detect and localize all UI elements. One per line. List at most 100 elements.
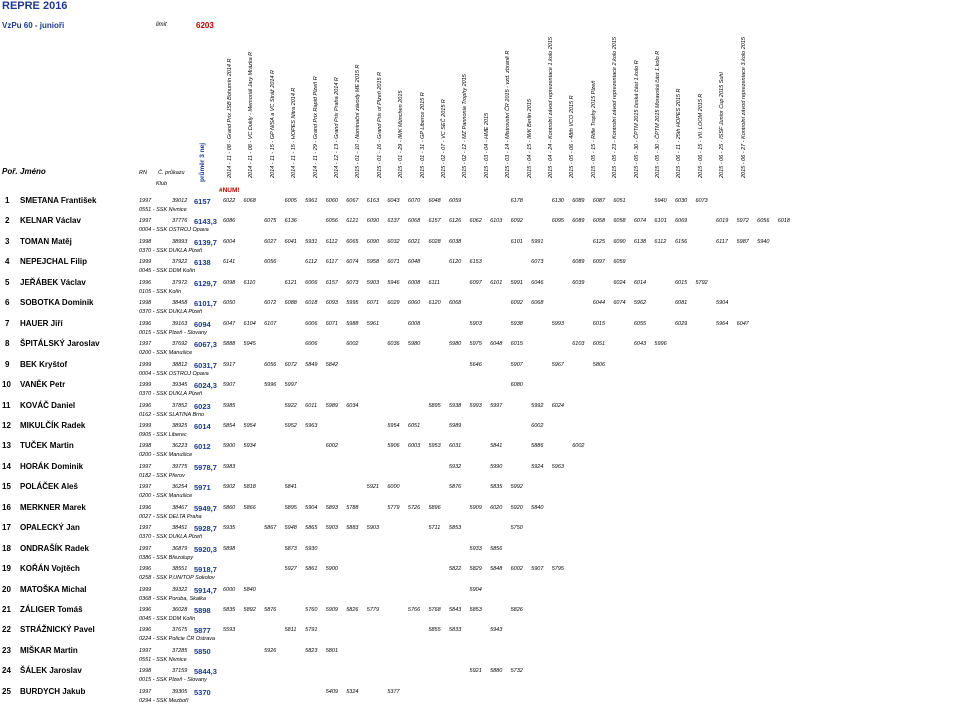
score-cell: 5985	[223, 402, 236, 409]
score-cell: 5996	[654, 341, 667, 348]
score-cell: 6006	[305, 279, 318, 286]
score-cell: 6003	[407, 443, 421, 450]
athlete-club: 0027 - SSK DELTA Praha	[139, 513, 202, 520]
competition-header: 2015 - 05 - 30 - ČPTM 2015 česká část 1.…	[633, 60, 640, 178]
score-cell: 5880	[490, 668, 503, 675]
score-cell: 5962	[633, 300, 647, 307]
athlete-club: 0224 - SSK Policie ČR Ostrava	[139, 636, 216, 643]
competition-header: 2015 - 04 - 15 - IWK Berlin 2015	[526, 99, 533, 178]
athlete-average: 5920,3	[194, 544, 217, 554]
score-cell: 5940	[757, 238, 770, 245]
score-cell: 6101	[654, 218, 667, 225]
score-cell: 6046	[531, 279, 544, 286]
score-cell: 6071	[387, 259, 400, 266]
score-cell: 6080	[510, 382, 523, 389]
score-cell: 5997	[284, 382, 297, 389]
score-cell: 6090	[366, 238, 380, 245]
athlete-average: 6024,3	[194, 381, 217, 391]
athlete-rank: 9	[5, 359, 10, 369]
header-position: Poř.	[2, 167, 18, 176]
athlete-rank: 18	[2, 543, 11, 553]
score-cell: 5833	[448, 627, 462, 634]
athlete-average: 5928,7	[194, 524, 217, 534]
score-cell: 5593	[223, 627, 236, 634]
score-cell: 6141	[223, 259, 236, 266]
athlete-year: 1999	[139, 259, 152, 266]
score-cell: 5921	[469, 668, 482, 675]
athlete-club: 0370 - SSK DUKLA Plzeň	[139, 391, 203, 398]
score-cell: 5866	[243, 504, 256, 511]
athlete-year: 1997	[139, 198, 152, 204]
score-cell: 6032	[387, 238, 400, 245]
athlete-license: 39163	[172, 320, 188, 327]
score-cell: 6059	[448, 198, 462, 204]
score-cell: 6051	[613, 198, 626, 204]
athlete-name: MIKULČÍK Radek	[20, 420, 86, 430]
athlete-average: 5844,3	[194, 667, 217, 677]
athlete-name: MERKNER Marek	[20, 502, 86, 512]
athlete-year: 1998	[139, 668, 152, 675]
athlete-name: ZÁLIGER Tomáš	[20, 605, 83, 614]
score-cell: 6065	[346, 238, 359, 245]
score-cell: 5933	[469, 545, 482, 552]
athlete-rank: 4	[5, 257, 10, 267]
athlete-club: 0182 - SSK Přerov	[139, 472, 185, 479]
score-cell: 5876	[448, 484, 462, 491]
athlete-license: 38458	[172, 300, 188, 307]
score-cell: 6073	[695, 198, 708, 204]
score-cell: 5806	[592, 361, 606, 368]
score-cell: 6103	[490, 218, 503, 225]
score-cell: 6048	[428, 198, 441, 204]
score-cell: 6125	[592, 238, 606, 245]
score-cell: 5992	[510, 484, 523, 491]
score-cell: 6048	[490, 341, 503, 348]
score-cell: 5779	[387, 504, 400, 511]
score-cell: 6088	[284, 300, 297, 307]
athlete-rank: 6	[5, 298, 10, 308]
score-cell: 5886	[531, 443, 544, 450]
competition-header: 2014 - 11 - 15 - GP NISA a VC Stráž 2014…	[269, 69, 276, 178]
athlete-license: 38451	[172, 525, 188, 532]
athlete-license: 36879	[172, 545, 188, 552]
score-cell: 5988	[346, 320, 359, 327]
athlete-club: 0551 - SSK Nivnice	[139, 656, 187, 663]
competition-header: 2015 - 01 - 29 - IWK München 2015	[398, 90, 405, 178]
athlete-rank: 14	[2, 461, 11, 471]
score-cell: 5876	[264, 607, 277, 613]
score-cell: 6071	[325, 320, 338, 327]
score-cell: 5853	[469, 607, 482, 613]
athlete-year: 1998	[139, 443, 152, 450]
competition-header: 2015 - 06 - 11 - 25th HOPES 2015 R	[676, 88, 683, 178]
athlete-license: 38925	[172, 422, 188, 429]
athlete-average: 6101,7	[194, 299, 217, 309]
header-average: průměr 3 nej	[199, 142, 206, 182]
athlete-club: 0258 - SSK P.UNITOP Sokolov	[139, 575, 215, 582]
score-cell: 5934	[243, 443, 256, 450]
athlete-license: 39012	[172, 198, 188, 204]
athlete-rank: 24	[2, 666, 11, 676]
score-cell: 6031	[448, 443, 462, 450]
score-cell: 5896	[428, 504, 441, 511]
score-cell: 6015	[674, 279, 688, 286]
score-cell: 6074	[633, 218, 647, 225]
score-cell: 6056	[264, 259, 277, 266]
score-cell: 5996	[264, 382, 277, 389]
score-cell: 5992	[531, 402, 544, 409]
score-cell: 5893	[325, 504, 338, 511]
score-cell: 5898	[223, 545, 236, 552]
athlete-year: 1996	[139, 607, 152, 613]
score-cell: 6014	[633, 279, 647, 286]
score-cell: 5750	[510, 525, 523, 532]
score-cell: 6051	[407, 422, 421, 429]
score-cell: 6087	[592, 198, 606, 204]
score-cell: 6034	[346, 402, 359, 409]
score-cell: 6048	[407, 259, 421, 266]
score-cell: 6136	[284, 218, 297, 225]
score-cell: 5860	[223, 504, 236, 511]
score-cell: 6011	[305, 402, 317, 409]
score-cell: 5961	[366, 320, 380, 327]
score-cell: 5788	[346, 504, 359, 511]
score-cell: 5818	[243, 484, 256, 491]
athlete-average: 5850	[194, 646, 211, 656]
score-cell: 5888	[223, 341, 236, 348]
